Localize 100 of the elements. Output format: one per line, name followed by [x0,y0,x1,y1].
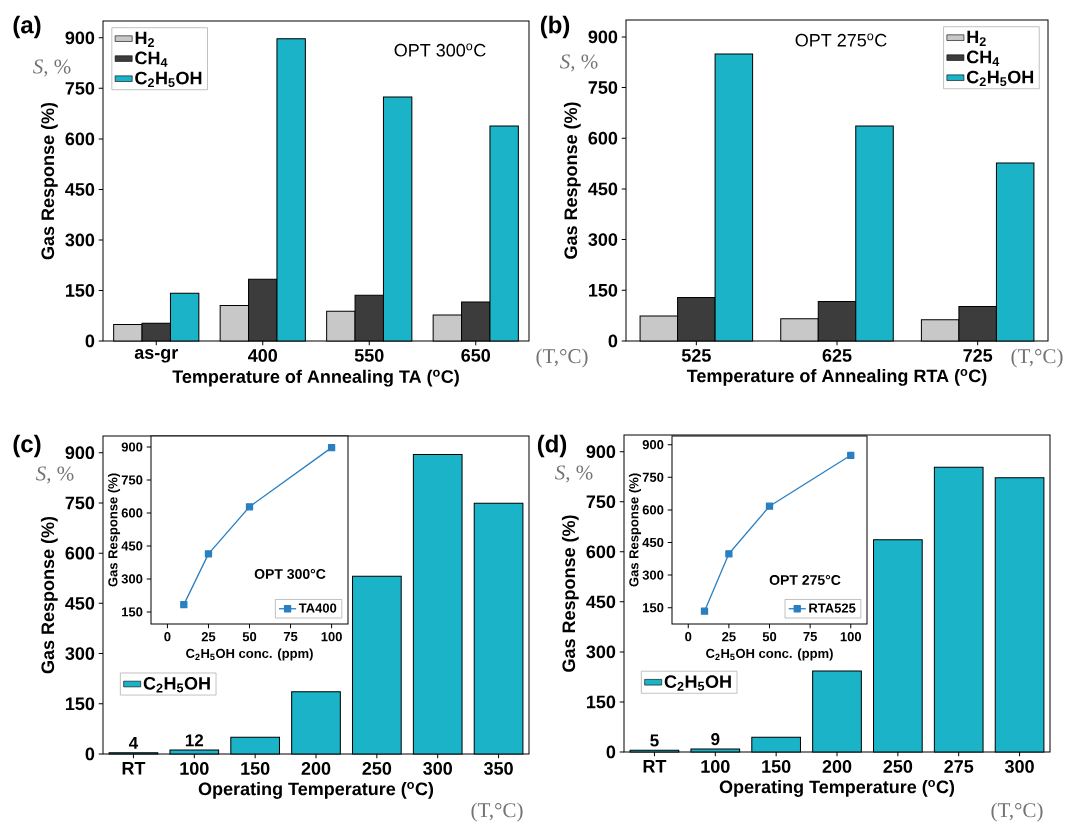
y-tick-label: 900 [65,31,95,45]
x-tick-label: 350 [483,762,513,775]
data-label: 12 [185,734,204,747]
point [180,600,188,609]
annotation: OPT 300°C [254,569,326,579]
x-tick-label: 150 [762,760,791,773]
y-tick-label: 750 [65,81,95,95]
x-tick-label: 275 [944,760,974,773]
point [725,550,733,558]
x-tick-label: 100 [840,632,862,642]
legend-label: CH$_{4}$ [966,50,1000,66]
x-tick-label: 150 [241,762,270,775]
text: (c) [13,434,41,458]
y-tick-label: 450 [65,596,95,610]
data-label: 4 [128,737,139,749]
y-tick-label: 150 [643,603,664,613]
legend-label: C$_{2}$H$_{5}$OH [664,675,731,691]
y-tick-label: 450 [642,537,664,548]
y-tick-label: 300 [65,647,95,660]
y-tick-label: 900 [586,445,616,459]
x-tick-label: 650 [461,349,491,362]
text: (b) [540,15,570,39]
text: (T,°C) [536,348,588,368]
y-tick-label: 150 [589,283,618,297]
point [765,502,774,510]
y-tick-label: 300 [65,233,95,247]
data-label: 5 [650,734,659,747]
x-tick-label: 550 [354,349,384,362]
x-axis-title: C$_{2}$H$_{5}$OH conc. (ppm) [186,648,313,661]
legend-label: RTA525 [809,603,856,613]
x-tick-label: RT [122,762,146,775]
x-tick-label: 0 [685,632,692,642]
annotation: OPT 275$^{o}$C [795,33,887,47]
text: S, % [555,465,593,483]
x-tick-label: 300 [423,762,452,775]
x-tick-label: 300 [1004,760,1034,773]
y-tick-label: 750 [588,81,618,94]
x-tick-label: 250 [362,762,392,775]
text: S, % [560,54,598,72]
x-axis-title: Temperature of Annealing RTA ($^{o}$C) [686,369,987,386]
y-tick-label: 450 [586,595,616,609]
x-tick-label: 200 [301,762,331,775]
y-tick-label: 300 [642,570,664,580]
y-tick-label: 0 [608,334,618,348]
y-tick-label: 600 [65,546,95,560]
text: (T,°C) [991,802,1043,822]
x-tick-label: RT [643,760,667,773]
legend-label: H$_{2}$ [135,31,154,47]
y-tick-label: 900 [642,440,664,450]
annotation: OPT 300$^{o}$C [394,43,486,57]
y-tick-label: 900 [588,30,618,44]
y-tick-label: 900 [121,442,143,452]
y-tick-label: 750 [586,495,616,509]
x-tick-label: 75 [803,632,817,642]
x-tick-label: 0 [164,632,171,642]
x-tick-label: 75 [283,632,298,642]
x-tick-label: 200 [822,760,852,773]
y-axis-title: Gas Response (%) [628,473,642,587]
y-tick-label: 300 [588,233,618,246]
x-tick-label: 50 [242,632,257,642]
x-tick-label: as-gr [134,349,178,363]
x-axis-title: Operating Temperature ($^{o}$C) [719,780,955,797]
text: S, % [36,466,74,484]
legend-label: CH$_{4}$ [135,51,168,67]
y-tick-label: 750 [642,472,664,482]
x-tick-label: 100 [701,760,730,773]
y-tick-label: 0 [85,334,95,348]
annotation: OPT 275°C [769,575,841,585]
x-tick-label: 100 [321,632,342,642]
x-tick-label: 25 [201,632,216,642]
x-tick-label: 250 [883,760,913,773]
y-tick-label: 600 [642,505,664,515]
x-tick-label: 25 [722,632,736,642]
legend-label: C$_{2}$H$_{5}$OH [143,676,210,693]
y-tick-label: 150 [122,607,143,617]
y-tick-label: 600 [65,132,95,146]
text: (a) [13,15,41,39]
y-tick-label: 450 [121,541,143,551]
text: (T,°C) [1011,348,1063,368]
point [847,451,855,459]
y-tick-label: 0 [606,745,616,759]
y-tick-label: 150 [66,697,95,711]
y-tick-label: 600 [586,545,616,559]
y-tick-label: 750 [121,475,143,485]
y-tick-label: 600 [588,131,618,145]
y-tick-label: 900 [65,446,95,460]
y-axis-title: Gas Response (%) [561,515,579,672]
y-tick-label: 300 [121,574,143,584]
point [700,607,709,615]
y-axis-title: Gas Response (%) [107,473,121,587]
y-tick-label: 750 [65,496,95,510]
y-tick-label: 0 [85,747,95,761]
text: S, % [33,59,71,77]
legend-label: TA400 [298,603,337,613]
x-tick-label: 50 [762,632,777,642]
x-tick-label: 725 [963,349,993,362]
x-tick-label: 400 [248,349,278,362]
x-axis-title: C$_{2}$H$_{5}$OH conc. (ppm) [706,648,833,661]
point [245,503,254,511]
x-axis-title: Temperature of Annealing TA ($^{o}$C) [172,369,459,387]
